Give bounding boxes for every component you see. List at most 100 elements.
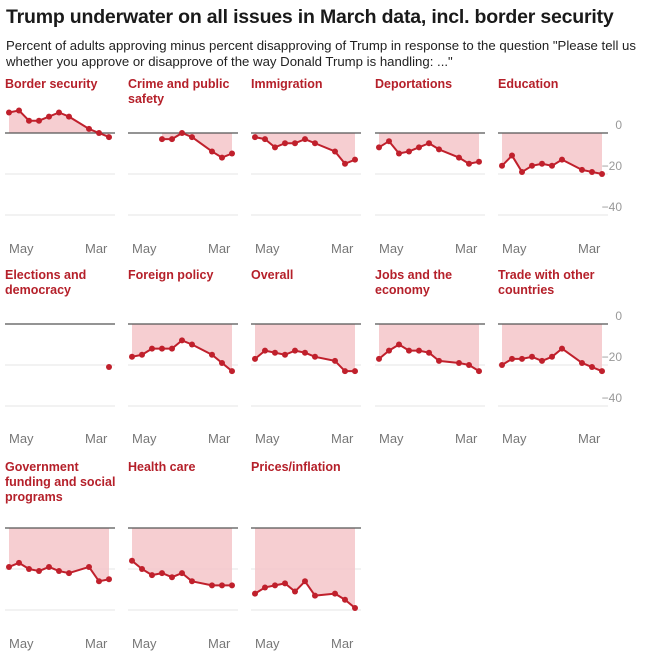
- data-point: [352, 156, 358, 163]
- panel-title: Prices/inflation: [251, 460, 341, 474]
- data-point: [302, 136, 308, 143]
- data-point: [476, 368, 482, 375]
- panel-title: Crime and public safety: [128, 77, 230, 106]
- data-point: [36, 568, 42, 575]
- area-fill: [132, 528, 232, 586]
- panel-plot: [251, 132, 361, 216]
- data-point: [426, 349, 432, 356]
- data-point: [46, 563, 52, 570]
- data-point: [376, 355, 382, 362]
- data-point: [272, 582, 278, 589]
- data-point: [106, 576, 112, 583]
- data-point: [26, 117, 32, 124]
- y-tick-label: 0: [615, 118, 622, 132]
- data-point: [169, 136, 175, 143]
- series-line: [254, 349, 355, 373]
- data-point: [436, 357, 442, 364]
- series-line: [378, 140, 480, 165]
- panel-plot: [5, 527, 115, 611]
- data-point: [519, 355, 525, 362]
- data-point: [292, 140, 298, 147]
- panel-title: Government funding and social programs: [5, 460, 116, 504]
- data-point: [406, 148, 412, 155]
- data-point: [282, 580, 288, 587]
- data-point: [579, 166, 585, 173]
- data-point: [139, 351, 145, 358]
- panel-plot: [5, 323, 115, 407]
- x-tick-may: May: [379, 241, 404, 256]
- data-point: [272, 349, 278, 356]
- panel-plot: [498, 323, 608, 407]
- chart-title: Trump underwater on all issues in March …: [6, 6, 614, 28]
- data-point: [302, 578, 308, 585]
- x-tick-mar: Mar: [85, 636, 108, 651]
- data-point: [189, 341, 195, 348]
- panel-title: Foreign policy: [128, 268, 214, 282]
- data-point: [229, 368, 235, 375]
- panel-title: Border security: [5, 77, 98, 91]
- data-point: [456, 359, 462, 366]
- x-tick-may: May: [9, 241, 34, 256]
- data-point: [209, 351, 215, 358]
- data-point: [129, 353, 135, 360]
- data-point: [599, 171, 605, 177]
- panel-plot: [128, 527, 238, 611]
- data-point: [252, 590, 258, 597]
- data-point: [159, 570, 165, 577]
- panel-title: Elections and democracy: [5, 268, 87, 297]
- panel-plot: [5, 107, 115, 216]
- data-point: [476, 158, 482, 165]
- data-point: [209, 582, 215, 589]
- data-point: [332, 357, 338, 364]
- y-tick-label: −40: [601, 391, 622, 405]
- panel-plot: [498, 132, 608, 216]
- data-point: [252, 355, 258, 362]
- data-point: [352, 604, 358, 611]
- data-point: [292, 588, 298, 595]
- data-point: [589, 168, 595, 175]
- series-line: [8, 561, 110, 583]
- x-tick-may: May: [132, 636, 157, 651]
- area-fill: [132, 324, 232, 372]
- panel-title: Trade with other countries: [498, 268, 595, 297]
- panel-plot: [128, 323, 238, 407]
- data-point: [179, 570, 185, 577]
- data-point: [106, 134, 112, 141]
- x-tick-may: May: [255, 636, 280, 651]
- data-point: [149, 572, 155, 579]
- data-point: [189, 134, 195, 141]
- x-tick-mar: Mar: [85, 431, 108, 446]
- panel-plot: [375, 323, 485, 407]
- data-point: [416, 144, 422, 151]
- data-point: [219, 582, 225, 589]
- data-point: [579, 359, 585, 366]
- data-point: [456, 154, 462, 161]
- data-point: [386, 347, 392, 354]
- data-point: [312, 140, 318, 147]
- data-point: [86, 125, 92, 132]
- data-point: [499, 362, 505, 368]
- data-point: [66, 570, 72, 577]
- data-point: [529, 162, 535, 169]
- series-line: [131, 560, 232, 587]
- data-point: [139, 566, 145, 572]
- data-point: [86, 563, 92, 570]
- data-point: [396, 341, 402, 348]
- data-point: [342, 160, 348, 167]
- data-point: [352, 368, 358, 375]
- series-line: [8, 109, 110, 139]
- x-tick-mar: Mar: [85, 241, 108, 256]
- data-point: [96, 578, 102, 585]
- panel-title: Immigration: [251, 77, 323, 91]
- area-fill: [255, 324, 355, 372]
- data-point: [179, 130, 185, 136]
- series-line: [501, 154, 603, 175]
- y-tick-label: −20: [601, 350, 622, 364]
- data-point: [159, 345, 165, 352]
- x-tick-may: May: [132, 241, 157, 256]
- data-point: [179, 337, 185, 344]
- data-point: [332, 148, 338, 155]
- x-tick-mar: Mar: [578, 431, 601, 446]
- data-point: [539, 357, 545, 364]
- x-tick-mar: Mar: [455, 241, 478, 256]
